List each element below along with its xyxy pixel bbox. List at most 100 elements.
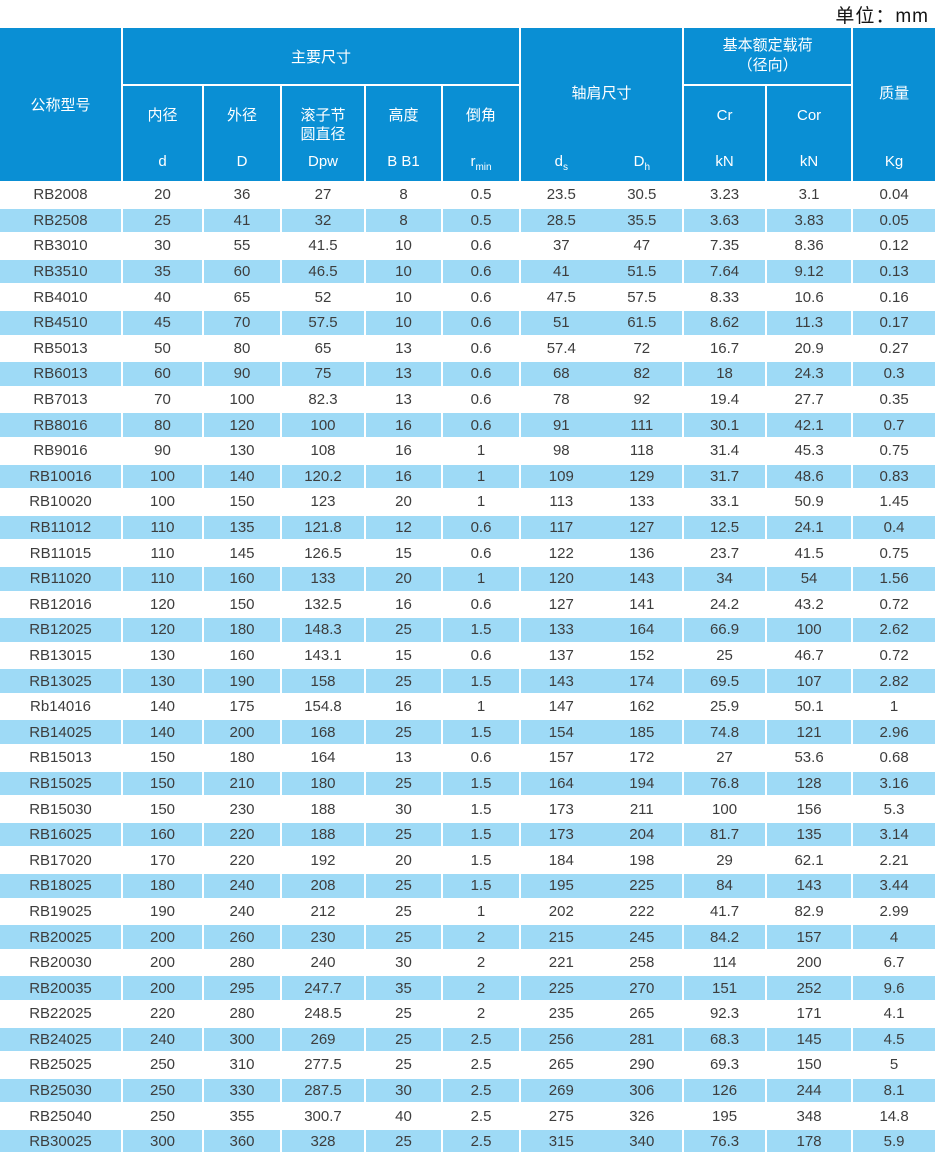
- cell-height: 25: [364, 1127, 443, 1152]
- cell-dh: 118: [629, 442, 654, 460]
- header-shoulder-dimensions: 轴肩尺寸 ds Dh: [519, 28, 685, 183]
- table-row: RB10020 100 150 123 20 1 113 133 33.1 50.9 1.45: [0, 488, 935, 516]
- cell-chamfer: 1: [440, 564, 522, 593]
- cell-ds: 41: [552, 263, 570, 281]
- cell-pitch-diameter: 121.8: [280, 513, 366, 542]
- cell-chamfer: 1: [440, 897, 522, 926]
- cell-chamfer: 1.5: [440, 718, 522, 747]
- header-inner-diameter: 内径 d: [122, 84, 204, 183]
- cell-shoulder: 235 265: [519, 1000, 685, 1028]
- cell-cr: 69.3: [682, 1051, 768, 1079]
- table-row: RB4010 40 65 52 10 0.6 47.5 57.5 8.33 10.6 0.16: [0, 283, 935, 311]
- cell-inner-diameter: 200: [121, 948, 204, 977]
- cell-cor: 128: [765, 769, 854, 798]
- cell-inner-diameter: 120: [121, 616, 204, 644]
- cell-cor: 24.1: [765, 513, 854, 542]
- cell-dh: 164: [629, 621, 655, 639]
- cell-shoulder: 315 340: [519, 1127, 685, 1152]
- cell-cr: 126: [682, 1076, 768, 1105]
- table-row: RB19025 190 240 212 25 1 202 222 41.7 82.9 2.99: [0, 897, 935, 926]
- cell-cor: 100: [765, 616, 854, 644]
- cell-inner-diameter: 110: [121, 564, 204, 593]
- cell-dh: 162: [629, 698, 655, 716]
- cell-model: Rb14016: [0, 692, 123, 721]
- cell-mass: 0.75: [851, 436, 935, 465]
- cell-outer-diameter: 200: [202, 718, 282, 747]
- table-row: RB6013 60 90 75 13 0.6 68 82 18 24.3 0.3: [0, 360, 935, 388]
- table-row: RB11012 110 135 121.8 12 0.6 117 127 12.5 24.1 0.4: [0, 513, 935, 542]
- cell-ds: 78: [552, 391, 570, 409]
- cell-shoulder: 265 290: [519, 1051, 685, 1079]
- cell-model: RB24025: [0, 1025, 123, 1054]
- cell-mass: 0.04: [851, 181, 935, 209]
- cell-ds: 184: [548, 851, 574, 869]
- cell-mass: 0.7: [851, 411, 935, 439]
- cell-mass: 2.96: [851, 718, 935, 747]
- cell-dh: 326: [629, 1107, 655, 1125]
- cell-cor: 121: [765, 718, 854, 747]
- cell-model: RB3510: [0, 257, 123, 286]
- cell-ds: 154: [548, 723, 574, 741]
- cell-cr: 3.63: [682, 206, 768, 235]
- table-row: RB11020 110 160 133 20 1 120 143 34 54 1.56: [0, 564, 935, 593]
- cell-inner-diameter: 130: [121, 667, 204, 695]
- cell-cor: 135: [765, 820, 854, 849]
- cell-height: 25: [364, 1025, 443, 1054]
- cell-pitch-diameter: 32: [280, 206, 366, 235]
- cell-height: 25: [364, 1051, 443, 1079]
- cell-ds: 269: [548, 1082, 574, 1100]
- cell-inner-diameter: 220: [121, 1000, 204, 1028]
- cell-shoulder: 173 211: [519, 795, 685, 823]
- cell-mass: 0.72: [851, 641, 935, 670]
- cell-shoulder: 154 185: [519, 718, 685, 747]
- cell-pitch-diameter: 158: [280, 667, 366, 695]
- cell-mass: 0.12: [851, 232, 935, 260]
- table-row: RB12025 120 180 148.3 25 1.5 133 164 66.9 100 2.62: [0, 616, 935, 644]
- cell-inner-diameter: 150: [121, 769, 204, 798]
- table-row: RB12016 120 150 132.5 16 0.6 127 141 24.2 43.2 0.7…: [0, 590, 935, 619]
- cell-mass: 0.13: [851, 257, 935, 286]
- cell-model: RB17020: [0, 846, 123, 875]
- cell-height: 16: [364, 462, 443, 491]
- cell-shoulder: 143 174: [519, 667, 685, 695]
- cell-cr: 76.3: [682, 1127, 768, 1152]
- cell-ds: 173: [548, 800, 574, 818]
- cell-height: 15: [364, 539, 443, 567]
- table-row: RB25040 250 355 300.7 40 2.5 275 326 195 348 14.8: [0, 1102, 935, 1130]
- cell-pitch-diameter: 247.7: [280, 974, 366, 1002]
- cell-height: 16: [364, 692, 443, 721]
- cell-cr: 7.64: [682, 257, 768, 286]
- cell-mass: 0.75: [851, 539, 935, 567]
- cell-pitch-diameter: 328: [280, 1127, 366, 1152]
- cell-dh: 30.5: [627, 186, 657, 204]
- cell-shoulder: 225 270: [519, 974, 685, 1002]
- cell-outer-diameter: 90: [202, 360, 282, 388]
- cell-ds: 57.4: [546, 339, 576, 357]
- cell-inner-diameter: 250: [121, 1076, 204, 1105]
- cell-mass: 3.44: [851, 872, 935, 900]
- cell-outer-diameter: 100: [202, 385, 282, 414]
- unit-label: 单位：mm: [835, 6, 929, 27]
- header-cor: Cor kN: [765, 84, 853, 183]
- cell-mass: 14.8: [851, 1102, 935, 1130]
- cell-inner-diameter: 30: [121, 232, 204, 260]
- cell-dh: 61.5: [627, 314, 657, 332]
- cell-shoulder: 28.5 35.5: [519, 206, 685, 235]
- cell-pitch-diameter: 168: [280, 718, 366, 747]
- table-row: RB11015 110 145 126.5 15 0.6 122 136 23.7 41.5 0.7…: [0, 539, 935, 567]
- cell-mass: 4.5: [851, 1025, 935, 1054]
- cell-model: RB2508: [0, 206, 123, 235]
- cell-model: RB10020: [0, 488, 123, 516]
- table-row: RB30025 300 360 328 25 2.5 315 340 76.3 178 5.9: [0, 1127, 935, 1152]
- cell-pitch-diameter: 132.5: [280, 590, 366, 619]
- cell-model: RB16025: [0, 820, 123, 849]
- cell-dh: 290: [629, 1056, 655, 1074]
- cell-shoulder: 78 92: [519, 385, 685, 414]
- cell-shoulder: 137 152: [519, 641, 685, 670]
- cell-height: 30: [364, 1076, 443, 1105]
- cell-cor: 43.2: [765, 590, 854, 619]
- cell-cr: 16.7: [682, 334, 768, 363]
- cell-height: 10: [364, 308, 443, 337]
- table-row: RB2508 25 41 32 8 0.5 28.5 35.5 3.63 3.83 0.05: [0, 206, 935, 235]
- cell-shoulder: 184 198: [519, 846, 685, 875]
